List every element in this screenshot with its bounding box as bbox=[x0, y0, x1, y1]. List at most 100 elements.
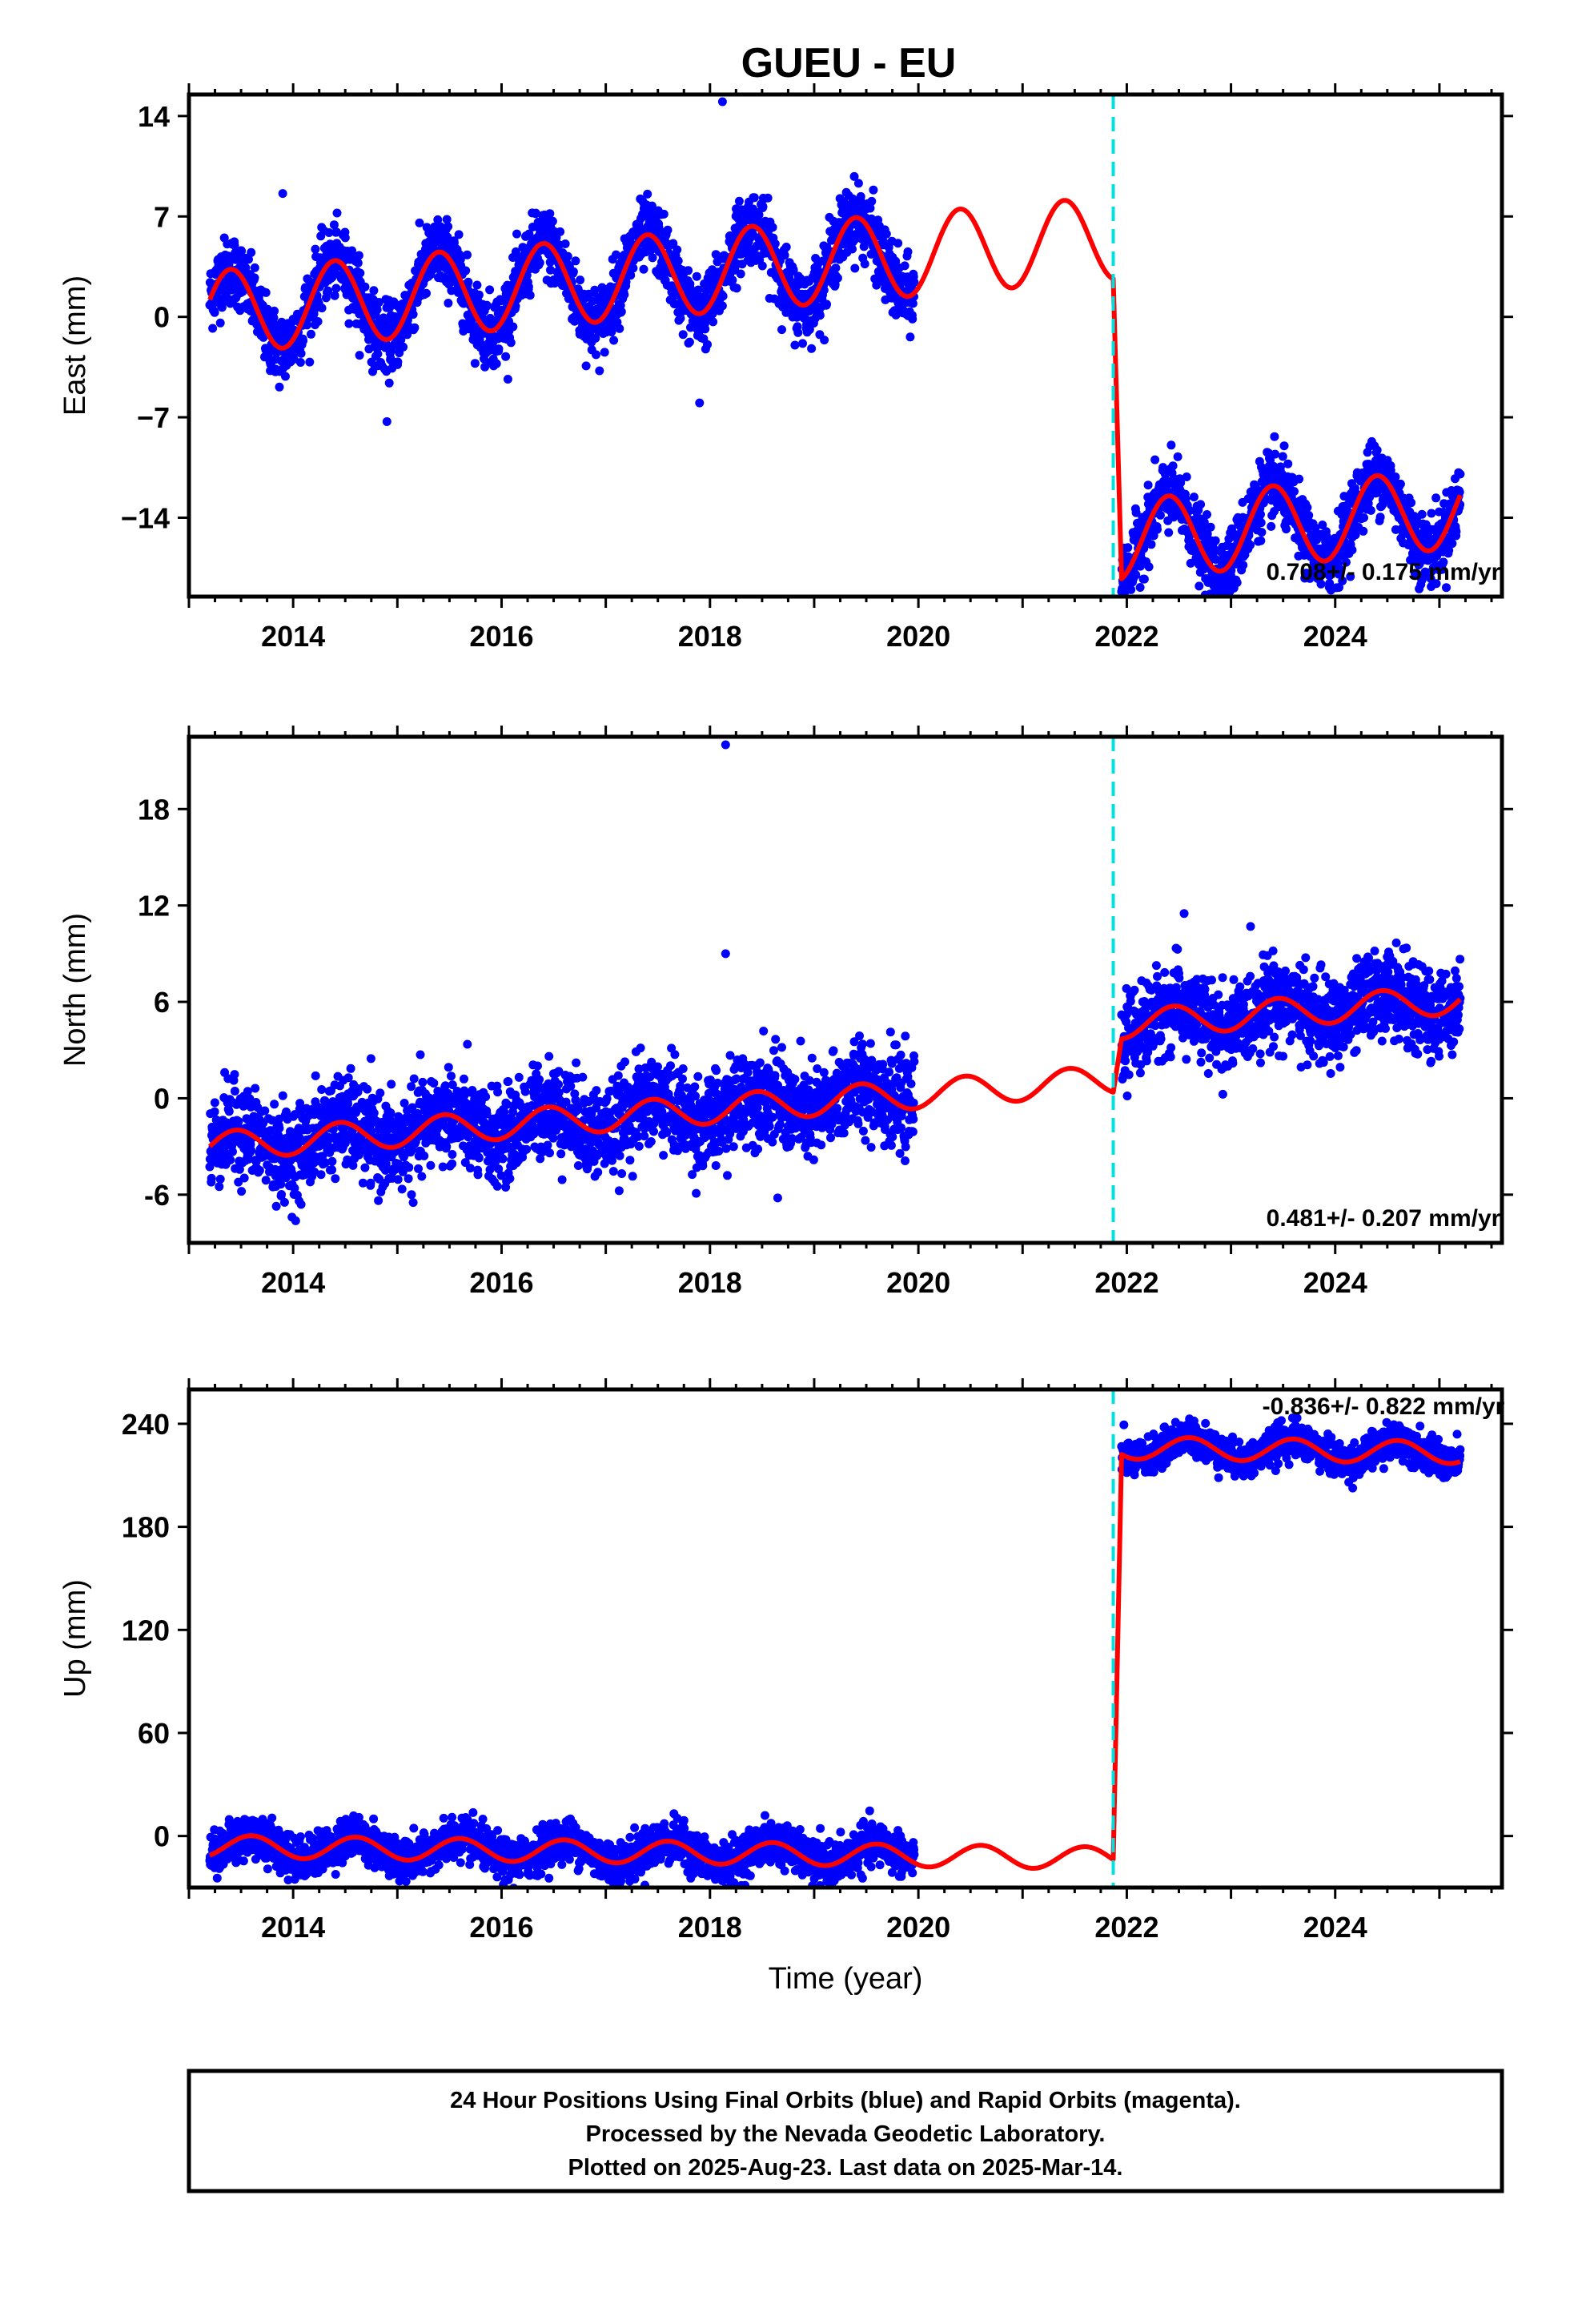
data-point bbox=[903, 247, 913, 256]
data-point bbox=[447, 1072, 456, 1081]
data-point bbox=[1257, 528, 1267, 537]
data-point bbox=[410, 323, 420, 332]
data-point bbox=[1144, 562, 1154, 572]
data-point bbox=[481, 1092, 491, 1101]
data-point bbox=[1452, 527, 1461, 537]
data-point bbox=[581, 361, 591, 371]
data-point bbox=[546, 265, 555, 275]
data-point bbox=[418, 1077, 428, 1087]
data-point bbox=[609, 336, 619, 345]
data-points bbox=[205, 97, 1465, 597]
data-point bbox=[576, 275, 585, 285]
data-point bbox=[533, 1061, 542, 1071]
data-point bbox=[1338, 576, 1347, 585]
data-point bbox=[234, 1116, 243, 1126]
plot-frame bbox=[187, 92, 1504, 599]
data-point bbox=[1131, 570, 1141, 580]
data-point bbox=[426, 1160, 436, 1170]
data-point bbox=[282, 1107, 291, 1116]
data-point bbox=[277, 1190, 286, 1199]
data-point bbox=[1418, 574, 1427, 584]
data-point bbox=[607, 326, 616, 336]
data-point bbox=[237, 247, 247, 255]
data-point bbox=[1304, 511, 1314, 520]
data-point bbox=[621, 277, 631, 287]
data-point bbox=[386, 1108, 396, 1118]
data-point bbox=[255, 1166, 264, 1175]
data-point bbox=[235, 1164, 244, 1174]
data-point bbox=[331, 1174, 340, 1184]
data-point bbox=[1316, 579, 1326, 589]
data-point bbox=[790, 340, 800, 350]
data-point bbox=[416, 1050, 425, 1059]
data-point bbox=[506, 338, 516, 348]
data-point bbox=[493, 1088, 503, 1097]
data-point bbox=[317, 1085, 327, 1094]
data-point bbox=[891, 256, 901, 266]
data-point bbox=[290, 1184, 299, 1193]
data-point bbox=[703, 340, 712, 349]
data-point bbox=[1256, 518, 1266, 528]
data-point bbox=[279, 1197, 289, 1207]
data-point bbox=[1269, 461, 1279, 471]
data-point bbox=[850, 263, 860, 273]
data-point bbox=[299, 336, 308, 345]
data-point bbox=[474, 290, 484, 300]
x-tick-label: 2018 bbox=[678, 620, 742, 653]
data-point bbox=[281, 372, 290, 381]
data-point bbox=[1275, 462, 1285, 472]
data-point bbox=[560, 239, 570, 248]
data-point bbox=[1431, 579, 1441, 589]
data-point bbox=[1199, 517, 1209, 527]
data-point bbox=[208, 324, 218, 333]
outlier-point bbox=[382, 416, 391, 426]
data-point bbox=[1290, 487, 1299, 497]
data-point bbox=[568, 267, 578, 276]
data-point bbox=[375, 1088, 385, 1098]
data-point bbox=[1311, 523, 1320, 533]
data-point bbox=[1126, 585, 1136, 594]
data-point bbox=[1256, 536, 1266, 545]
data-point bbox=[1256, 509, 1265, 519]
data-point bbox=[237, 1187, 247, 1196]
data-point bbox=[329, 220, 339, 230]
data-point bbox=[289, 355, 299, 364]
data-point bbox=[374, 298, 383, 307]
data-point bbox=[360, 1163, 370, 1172]
data-point bbox=[1444, 545, 1454, 555]
data-point bbox=[820, 336, 829, 345]
data-point bbox=[472, 280, 482, 290]
data-point bbox=[693, 285, 703, 295]
data-point bbox=[1322, 532, 1331, 541]
data-point bbox=[685, 337, 694, 347]
data-point bbox=[207, 1173, 216, 1183]
data-point bbox=[296, 1200, 306, 1209]
data-point bbox=[1203, 529, 1212, 539]
data-point bbox=[210, 1107, 219, 1116]
data-point bbox=[1153, 525, 1162, 534]
data-point bbox=[1335, 583, 1343, 592]
data-point bbox=[1283, 459, 1293, 468]
data-point bbox=[1155, 510, 1165, 520]
data-point bbox=[669, 239, 678, 248]
data-point bbox=[1173, 452, 1182, 461]
outlier-point bbox=[695, 398, 705, 408]
data-point bbox=[340, 233, 350, 243]
data-point bbox=[230, 241, 239, 250]
data-point bbox=[869, 185, 878, 195]
data-point bbox=[525, 291, 535, 300]
data-point bbox=[1455, 488, 1464, 497]
data-point bbox=[511, 301, 520, 311]
data-point bbox=[303, 320, 311, 330]
x-tick-label: 2014 bbox=[261, 620, 325, 653]
data-point bbox=[1150, 455, 1160, 464]
data-point bbox=[205, 1162, 215, 1172]
data-point bbox=[900, 261, 909, 271]
data-point bbox=[673, 245, 682, 255]
data-point bbox=[905, 332, 915, 342]
data-point bbox=[859, 242, 869, 251]
data-point bbox=[508, 322, 518, 332]
data-point bbox=[353, 258, 363, 267]
data-point bbox=[269, 313, 279, 323]
data-point bbox=[648, 253, 657, 263]
